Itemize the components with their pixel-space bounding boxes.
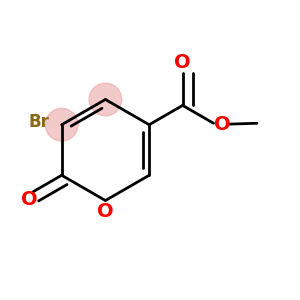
Text: Br: Br xyxy=(29,113,50,131)
Circle shape xyxy=(45,108,78,141)
Text: O: O xyxy=(21,190,37,208)
Circle shape xyxy=(89,83,122,116)
Text: O: O xyxy=(214,115,230,134)
Text: O: O xyxy=(97,202,114,221)
Text: O: O xyxy=(174,53,191,72)
